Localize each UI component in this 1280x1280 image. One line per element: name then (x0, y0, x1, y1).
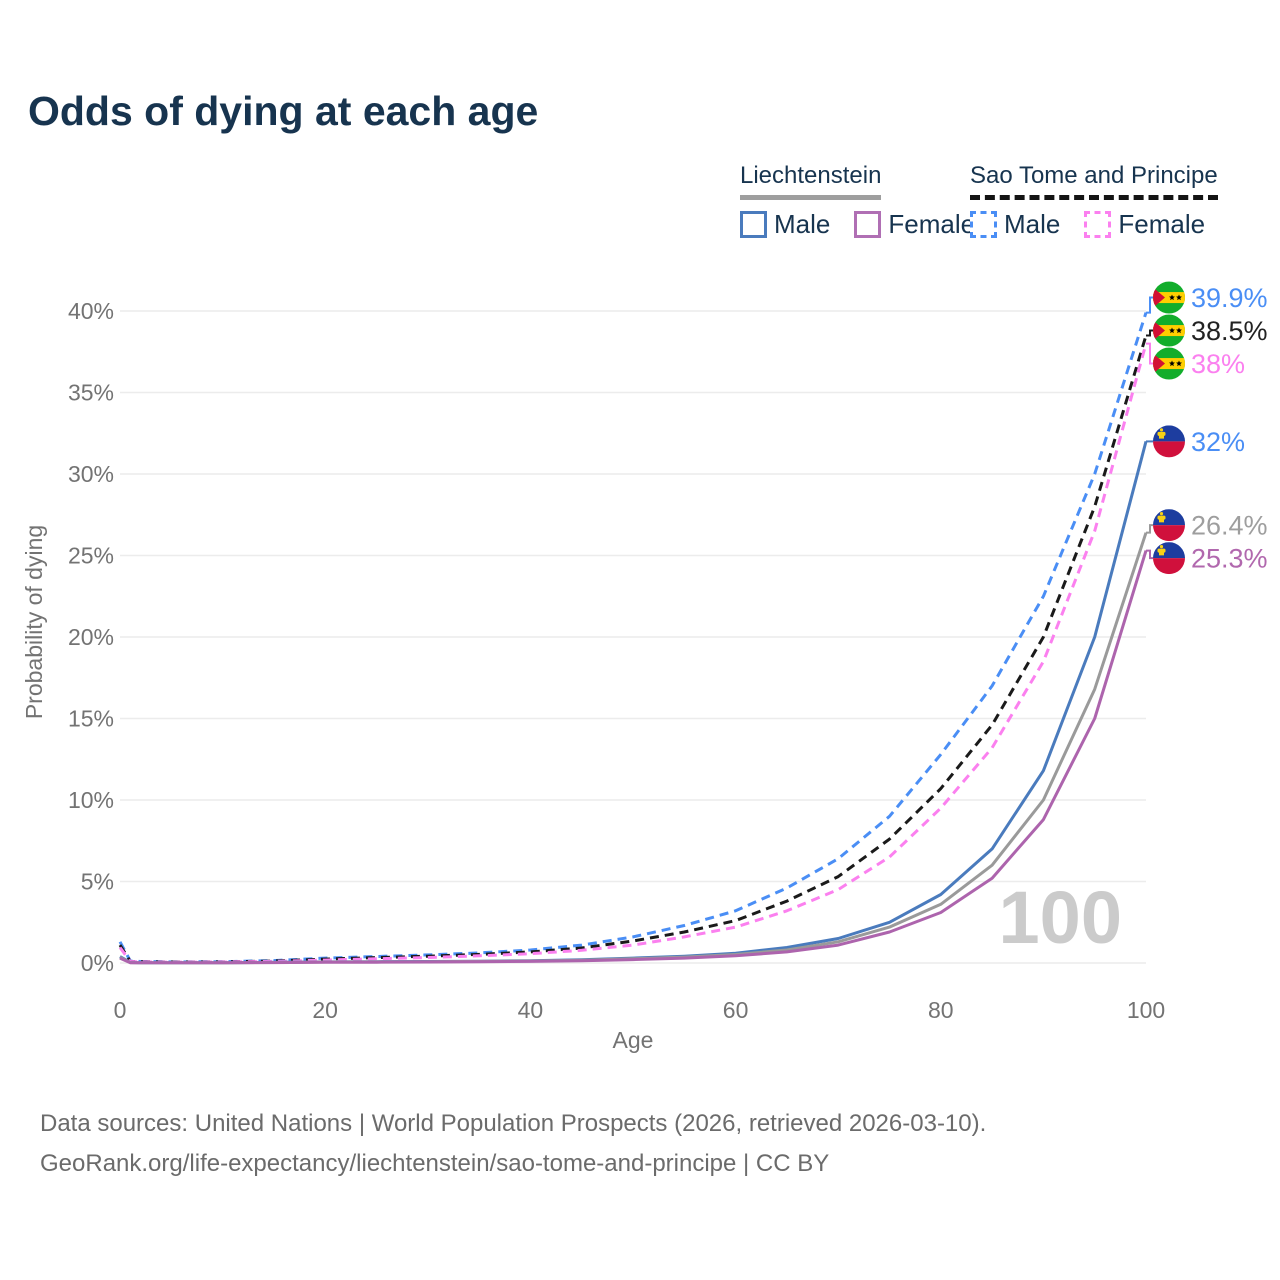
series-line-lie-total[interactable] (119, 532, 1148, 965)
y-tick-label: 20% (68, 624, 114, 650)
x-axis-title: Age (613, 1027, 654, 1053)
star-icon (1169, 360, 1175, 367)
x-tick-label: 20 (312, 997, 338, 1023)
page-title: Odds of dying at each age (28, 88, 539, 134)
legend-swatch-dashed-male-icon (970, 211, 997, 238)
end-label-stp-female: 38% (1191, 349, 1245, 379)
x-tick-label: 0 (114, 997, 127, 1023)
legend-swatch-solid-female-icon (854, 211, 882, 238)
legend-swatch-dashed-female-icon (1084, 211, 1112, 238)
y-tick-label: 25% (68, 543, 114, 569)
y-tick-label: 10% (68, 787, 114, 813)
end-label-connector (1146, 524, 1153, 534)
legend-item-label: Male (1004, 209, 1061, 239)
x-tick-label: 80 (928, 997, 954, 1023)
legend-heading-liechtenstein: Liechtenstein (740, 162, 882, 200)
end-label-lie-male: 32% (1191, 427, 1245, 457)
y-tick-label: 5% (81, 869, 114, 895)
legend-group-liechtenstein: Liechtenstein Male Female (740, 162, 975, 240)
x-tick-label: 100 (1127, 997, 1165, 1023)
sao-tome-flag-icon (1153, 314, 1185, 347)
series-line-lie-male[interactable] (119, 441, 1148, 965)
star-icon (1169, 327, 1175, 334)
y-tick-label: 40% (68, 298, 114, 324)
legend-item-sao-tome-female[interactable]: Female (1084, 209, 1205, 240)
legend-item-label: Female (1118, 209, 1206, 239)
data-source-line: Data sources: United Nations | World Pop… (40, 1110, 987, 1137)
end-label-connector (1146, 342, 1153, 365)
sao-tome-flag-icon (1153, 281, 1185, 314)
end-label-connector (1146, 329, 1153, 337)
legend-row: Male Female (740, 209, 975, 240)
attribution-line: GeoRank.org/life-expectancy/liechtenstei… (40, 1150, 830, 1177)
y-axis-title: Probability of dying (21, 525, 47, 719)
star-icon (1176, 360, 1182, 367)
y-tick-label: 35% (68, 380, 114, 406)
end-label-stp-male: 39.9% (1191, 283, 1268, 313)
liechtenstein-flag-icon (1153, 425, 1185, 458)
end-label-connector (1146, 549, 1153, 560)
legend-item-sao-tome-male[interactable]: Male (970, 209, 1060, 240)
legend-group-sao-tome: Sao Tome and Principe Male Female (970, 162, 1218, 240)
series-line-stp-female[interactable] (118, 343, 1148, 964)
end-label-lie-female: 25.3% (1191, 544, 1268, 574)
legend-item-label: Male (774, 209, 831, 239)
y-tick-label: 15% (68, 706, 114, 732)
legend-heading-sao-tome: Sao Tome and Principe (970, 162, 1218, 200)
footer: Data sources: United Nations | World Pop… (40, 1104, 986, 1184)
end-label-connector (1146, 296, 1153, 314)
y-tick-label: 0% (81, 950, 114, 976)
star-icon (1176, 294, 1182, 301)
series-line-stp-total[interactable] (118, 335, 1148, 964)
legend-row: Male Female (970, 209, 1218, 240)
age-watermark: 100 (999, 876, 1122, 959)
star-icon (1169, 294, 1175, 301)
end-label-stp-total: 38.5% (1191, 316, 1268, 346)
legend-item-liechtenstein-male[interactable]: Male (740, 209, 830, 240)
legend-item-label: Female (888, 209, 976, 239)
legend-swatch-solid-male-icon (740, 211, 767, 238)
legend-item-liechtenstein-female[interactable]: Female (854, 209, 975, 240)
end-label-lie-total: 26.4% (1191, 511, 1268, 541)
series-line-lie-female[interactable] (119, 550, 1148, 965)
x-tick-label: 40 (518, 997, 544, 1023)
x-tick-label: 60 (723, 997, 749, 1023)
liechtenstein-flag-icon (1153, 509, 1185, 542)
liechtenstein-flag-icon (1153, 542, 1185, 575)
sao-tome-flag-icon (1153, 347, 1185, 380)
y-tick-label: 30% (68, 461, 114, 487)
star-icon (1176, 327, 1182, 334)
